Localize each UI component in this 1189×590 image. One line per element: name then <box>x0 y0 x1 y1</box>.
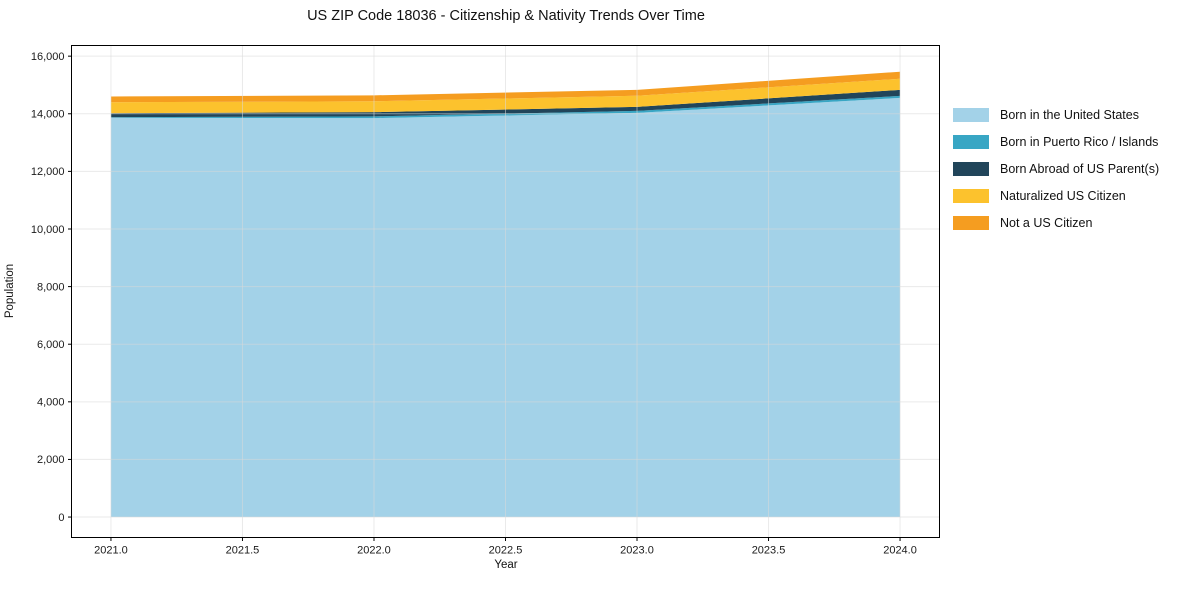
y-tick-label: 10,000 <box>31 224 65 236</box>
x-tick-label: 2022.5 <box>489 545 523 557</box>
legend-swatch-puerto-rico <box>953 134 989 149</box>
legend-item-naturalized: Naturalized US Citizen <box>953 182 1159 209</box>
x-tick-label: 2023.5 <box>752 545 786 557</box>
legend-swatch-not-citizen <box>953 215 989 230</box>
x-tick-label: 2021.0 <box>94 545 128 557</box>
x-tick-label: 2024.0 <box>883 545 917 557</box>
y-tick-label: 4,000 <box>37 397 65 409</box>
x-tick-label: 2021.5 <box>226 545 260 557</box>
y-tick-label: 14,000 <box>31 109 65 121</box>
x-tick-label: 2023.0 <box>620 545 654 557</box>
y-tick-label: 6,000 <box>37 339 65 351</box>
y-tick-label: 8,000 <box>37 281 65 293</box>
x-tick-label: 2022.0 <box>357 545 391 557</box>
legend-item-puerto-rico: Born in Puerto Rico / Islands <box>953 128 1159 155</box>
legend: Born in the United States Born in Puerto… <box>953 101 1159 236</box>
chart-title: US ZIP Code 18036 - Citizenship & Nativi… <box>307 8 705 24</box>
legend-item-not-citizen: Not a US Citizen <box>953 209 1159 236</box>
legend-item-born-abroad: Born Abroad of US Parent(s) <box>953 155 1159 182</box>
area-series-3 <box>110 78 901 114</box>
legend-label: Not a US Citizen <box>1000 215 1093 230</box>
y-tick-label: 0 <box>58 512 64 524</box>
legend-item-born-in-us: Born in the United States <box>953 101 1159 128</box>
legend-swatch-born-abroad <box>953 161 989 176</box>
y-tick-label: 2,000 <box>37 454 65 466</box>
legend-swatch-born-in-us <box>953 107 989 122</box>
x-axis-title: Year <box>494 559 518 571</box>
legend-label: Naturalized US Citizen <box>1000 188 1126 203</box>
y-tick-label: 16,000 <box>31 51 65 63</box>
y-tick-label: 12,000 <box>31 166 65 178</box>
legend-label: Born in Puerto Rico / Islands <box>1000 134 1159 149</box>
legend-label: Born in the United States <box>1000 107 1139 122</box>
legend-label: Born Abroad of US Parent(s) <box>1000 161 1160 176</box>
legend-swatch-naturalized <box>953 188 989 203</box>
